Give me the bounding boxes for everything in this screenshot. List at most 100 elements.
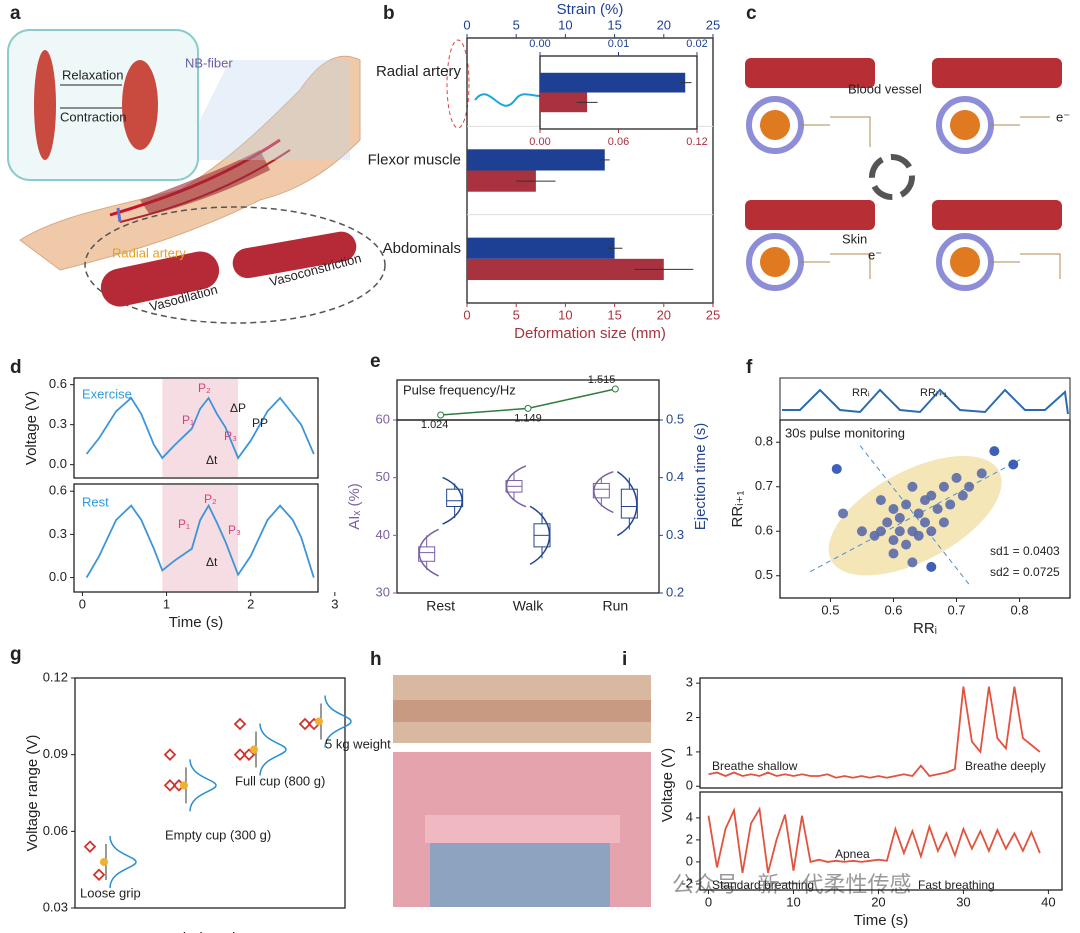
- point: [901, 539, 912, 550]
- x-tick-label: 0.00: [529, 136, 550, 148]
- label: RRᵢ₊₁: [920, 387, 947, 399]
- x-tick-label: 2: [247, 596, 254, 611]
- label: RRᵢ: [852, 387, 870, 399]
- muscle-shape: [140, 150, 270, 215]
- vessel-ellipse: [84, 206, 386, 324]
- line: [85, 503, 315, 579]
- plot-frame: [396, 419, 660, 594]
- mean: [250, 745, 258, 754]
- x-tick-label: 5: [513, 307, 520, 322]
- panel-label: e: [370, 351, 381, 372]
- point: [611, 385, 619, 393]
- bar: [540, 72, 686, 93]
- x-tick-label: 10: [558, 307, 572, 322]
- y2-tick-label: 0.2: [666, 584, 684, 599]
- point: [831, 463, 842, 474]
- x-tick-label: 25: [706, 307, 720, 322]
- x-axis-label: Time (s): [854, 912, 908, 929]
- point: [913, 508, 924, 519]
- annotation: P₁: [178, 517, 190, 531]
- y-tick-label: 0.6: [49, 483, 67, 498]
- x-axis-label: Deformation size (mm): [514, 325, 666, 342]
- point: [957, 490, 968, 501]
- density-curve: [189, 759, 217, 812]
- x-tick-label: 0: [705, 894, 712, 909]
- annotation: sd2 = 0.0725: [990, 565, 1060, 579]
- fiber-beam: [180, 60, 350, 160]
- y-tick-label: 0.09: [43, 746, 68, 761]
- point: [938, 481, 949, 492]
- bar: [540, 92, 588, 113]
- x2-axis-label: Strain (%): [557, 1, 624, 18]
- x-tick-label: 20: [871, 894, 885, 909]
- point: [838, 508, 849, 519]
- point: [932, 504, 943, 514]
- point: [926, 526, 937, 537]
- label: Relaxation: [62, 67, 123, 82]
- annotation: Δt: [206, 555, 218, 569]
- plot-frame: [699, 791, 1063, 891]
- point: [976, 468, 987, 479]
- panel-label: b: [383, 3, 395, 24]
- x-tick-label: Run: [602, 598, 628, 614]
- y-axis-label: RRᵢ₊₁: [729, 490, 746, 527]
- annotation: Fast breathing: [918, 878, 995, 892]
- annotation: sd1 = 0.0403: [990, 544, 1060, 558]
- point: [888, 548, 899, 559]
- bar: [467, 237, 615, 259]
- panel-label: c: [746, 3, 757, 24]
- annotation: Δt: [206, 453, 218, 467]
- y-axis-label: Voltage (V): [659, 748, 676, 822]
- unit: [932, 200, 1062, 291]
- x-tick-label: 3: [331, 596, 338, 611]
- bar: [467, 149, 605, 171]
- point: [888, 504, 899, 514]
- y-tick-label: 50: [376, 469, 390, 484]
- panel-label: f: [746, 357, 753, 378]
- unit: [745, 58, 875, 154]
- y2-tick-label: 0.4: [666, 469, 684, 484]
- y-axis-label: Voltage (V): [23, 391, 40, 465]
- point: [856, 526, 867, 537]
- y-tick-label: 2: [686, 709, 693, 724]
- wave-frame: [779, 377, 1071, 421]
- violin: [593, 470, 614, 514]
- label: Skin: [842, 231, 867, 246]
- axis-line: [859, 445, 971, 586]
- y-tick-label: 0: [686, 853, 693, 868]
- label: Radial artery: [112, 245, 186, 260]
- y-tick-label: 0.06: [43, 823, 68, 838]
- category-label: Empty cup (300 g): [165, 827, 271, 842]
- photo-arm: [393, 700, 651, 722]
- violin: [418, 528, 439, 577]
- label: Blood vessel: [848, 81, 922, 96]
- chart-title: Pulse frequency/Hz: [403, 382, 516, 397]
- y-tick-label: 1: [686, 743, 693, 758]
- category-label: Radial artery: [376, 63, 462, 80]
- plot-frame: [699, 677, 1063, 789]
- y-tick-label: 60: [376, 411, 390, 426]
- point: [920, 517, 930, 528]
- x-tick-label: 0.12: [686, 136, 707, 148]
- y-tick-label: -2: [681, 875, 693, 890]
- value-label: 1.515: [588, 374, 616, 386]
- category-label: 5 kg weight: [325, 736, 391, 751]
- point: [989, 446, 1000, 457]
- point: [1008, 459, 1019, 470]
- muscle-relaxed: [34, 50, 56, 160]
- point: [163, 779, 177, 792]
- label: e⁻: [1056, 109, 1070, 124]
- point: [945, 499, 956, 510]
- point: [233, 748, 247, 761]
- x2-tick-label: 20: [657, 17, 671, 32]
- annotation: Standard breathing: [712, 878, 814, 892]
- point: [875, 495, 886, 506]
- label: Contraction: [60, 109, 126, 124]
- mean: [315, 717, 323, 726]
- panel-label: h: [370, 649, 382, 670]
- x-tick-label: 0.6: [884, 602, 902, 617]
- x2-tick-label: 10: [558, 17, 572, 32]
- x-tick-label: 30: [956, 894, 970, 909]
- density-curve: [109, 835, 137, 889]
- plot-frame: [779, 419, 1071, 599]
